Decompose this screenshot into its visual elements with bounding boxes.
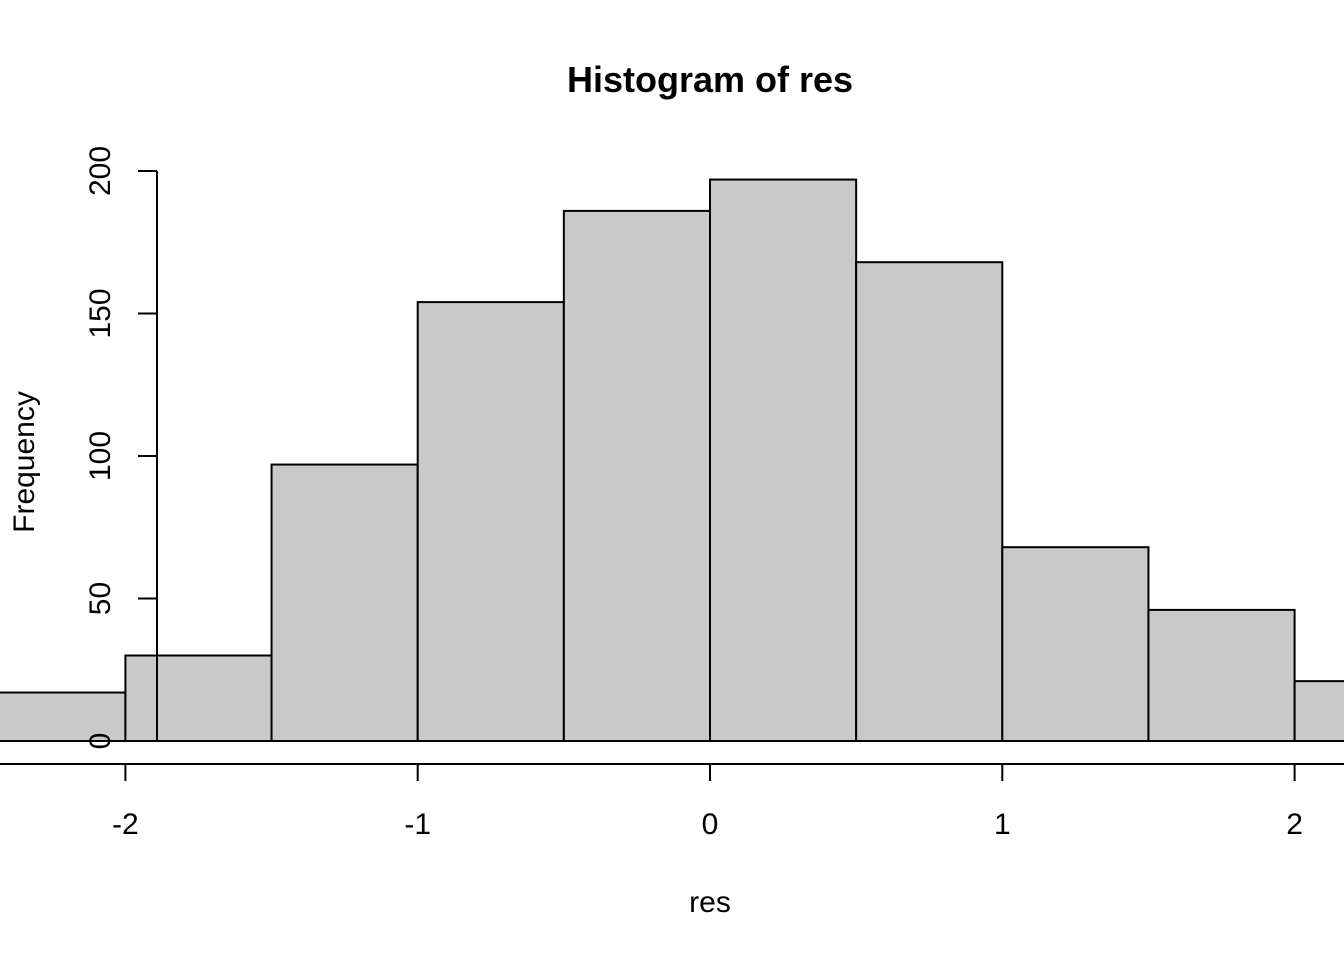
x-tick-label: -1 <box>404 808 431 841</box>
histogram-bar <box>1147 608 1296 743</box>
y-tick-label: 200 <box>84 146 117 196</box>
histogram-bar <box>416 301 565 742</box>
y-axis: 0 50 100 150 200 <box>84 146 158 750</box>
x-tick-label: 2 <box>1286 808 1303 841</box>
histogram-bar <box>124 654 273 742</box>
histogram-bar <box>1001 546 1150 743</box>
histogram-bar <box>270 463 419 742</box>
y-axis-label: Frequency <box>8 391 41 533</box>
y-tick-label: 150 <box>84 288 117 338</box>
histogram-bar <box>709 178 858 743</box>
chart-title: Histogram of res <box>567 59 853 100</box>
y-tick-label: 50 <box>84 582 117 615</box>
bars <box>0 178 1344 743</box>
x-axis: -3-2-10123 <box>0 763 1344 841</box>
x-axis-label: res <box>689 886 731 919</box>
y-tick-label: 100 <box>84 431 117 481</box>
x-tick-label: 1 <box>994 808 1011 841</box>
histogram-bar <box>1293 680 1344 743</box>
y-tick-label: 0 <box>84 733 117 750</box>
histogram-bar <box>855 261 1004 742</box>
x-tick-label: -2 <box>112 808 139 841</box>
x-tick-label: 0 <box>702 808 719 841</box>
histogram-bar <box>562 209 711 742</box>
